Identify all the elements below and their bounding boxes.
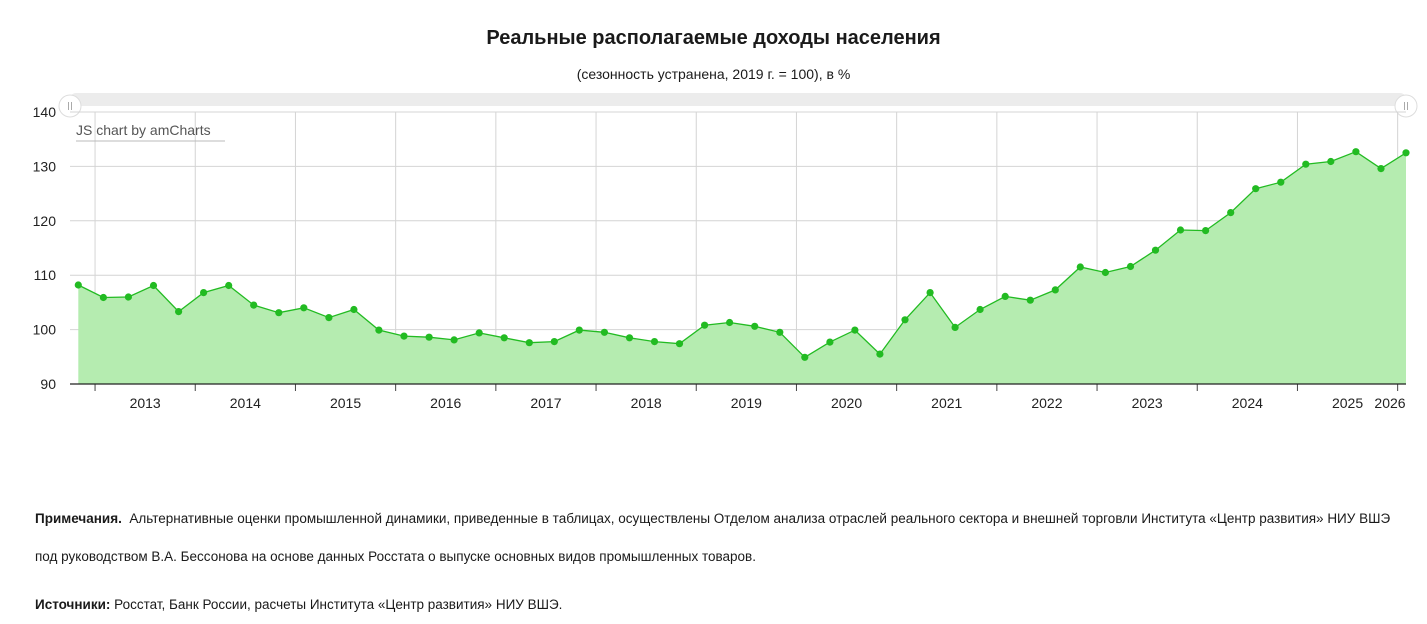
data-point [851, 326, 859, 334]
data-point [525, 339, 533, 347]
y-tick-label: 90 [40, 376, 56, 392]
data-point [751, 322, 759, 330]
data-point [500, 334, 508, 342]
data-point [300, 304, 308, 312]
data-point [650, 338, 659, 346]
scrollbar-handle-right[interactable] [1394, 94, 1418, 118]
chart-subtitle: (сезонность устранена, 2019 г. = 100), в… [576, 66, 851, 82]
x-tick-label: 2013 [130, 395, 161, 411]
data-point [951, 323, 959, 331]
data-point [926, 289, 934, 297]
data-point [149, 281, 158, 290]
notes-text: Альтернативные оценки промышленной динам… [35, 511, 1391, 564]
data-point [1101, 268, 1109, 277]
data-point [901, 316, 909, 324]
data-point [400, 332, 408, 340]
data-point [124, 293, 132, 301]
data-point [375, 326, 383, 334]
data-point [1302, 160, 1310, 168]
x-tick-label: 2015 [330, 395, 361, 411]
notes-block: Примечания. Альтернативные оценки промыш… [35, 500, 1405, 624]
x-tick-label: 2024 [1232, 395, 1263, 411]
data-point [1402, 149, 1410, 157]
data-point [175, 308, 183, 316]
data-point [1076, 263, 1084, 271]
data-point [1377, 165, 1385, 173]
data-point [826, 338, 834, 346]
x-tick-label: 2018 [631, 395, 662, 411]
data-point [325, 314, 333, 322]
data-point [600, 328, 609, 336]
y-tick-label: 140 [33, 104, 57, 120]
notes-label: Примечания. [35, 511, 122, 526]
data-point [876, 350, 884, 358]
data-point [776, 328, 784, 336]
data-point [550, 338, 558, 346]
data-point [575, 326, 583, 334]
y-tick-label: 100 [33, 322, 57, 338]
sources-paragraph: Источники: Росстат, Банк России, расчеты… [35, 586, 1405, 624]
x-tick-label: 2014 [230, 395, 261, 411]
data-point [625, 334, 634, 342]
x-tick-label: 2017 [530, 395, 561, 411]
data-point [250, 301, 258, 309]
data-point [1252, 185, 1260, 193]
data-point [450, 336, 458, 344]
data-point [1227, 209, 1235, 217]
series-line [78, 150, 1407, 359]
x-tick-label: 2022 [1031, 395, 1062, 411]
x-tick-label: 2021 [931, 395, 962, 411]
data-point [475, 329, 483, 337]
data-point [1277, 178, 1285, 186]
data-point [1126, 262, 1135, 271]
amcharts-credit[interactable]: JS chart by amCharts [76, 122, 211, 138]
data-point [1176, 226, 1185, 234]
data-point [976, 305, 984, 314]
data-point [701, 321, 709, 329]
data-point [1352, 148, 1360, 156]
data-point [726, 318, 734, 327]
data-point [1001, 292, 1009, 300]
x-tick-label: 2016 [430, 395, 461, 411]
data-point [1327, 157, 1335, 166]
data-point [1151, 246, 1160, 254]
series-area [78, 151, 1406, 384]
sources-text: Росстат, Банк России, расчеты Института … [114, 597, 563, 612]
y-tick-label: 110 [34, 267, 57, 283]
scrollbar-handle-left[interactable] [58, 94, 82, 118]
sources-label: Источники: [35, 597, 111, 612]
data-point [425, 333, 433, 341]
scrollbar-track [70, 93, 1406, 106]
data-point [99, 293, 107, 302]
data-point [74, 281, 82, 289]
line-chart: 90 100 110 120 130 140 2013 2014 2015 2016 2017 201… [33, 93, 1418, 411]
chart-title: Реальные располагаемые доходы населения [486, 27, 941, 49]
y-tick-label: 130 [33, 158, 57, 174]
x-tick-label: 2023 [1132, 395, 1163, 411]
data-point [675, 340, 684, 348]
x-tick-label: 2019 [731, 395, 762, 411]
data-point [801, 353, 809, 361]
data-point [225, 281, 233, 290]
data-point [275, 309, 283, 317]
x-tick-label: 2026 [1374, 395, 1405, 411]
data-point [1026, 296, 1034, 304]
data-point [200, 289, 208, 297]
x-tick-label: 2025 [1332, 395, 1363, 411]
data-point [1051, 286, 1059, 294]
x-tick-label: 2020 [831, 395, 862, 411]
notes-paragraph: Примечания. Альтернативные оценки промыш… [35, 500, 1405, 576]
data-point [1202, 227, 1210, 235]
data-point [350, 305, 358, 314]
y-tick-label: 120 [33, 213, 57, 229]
